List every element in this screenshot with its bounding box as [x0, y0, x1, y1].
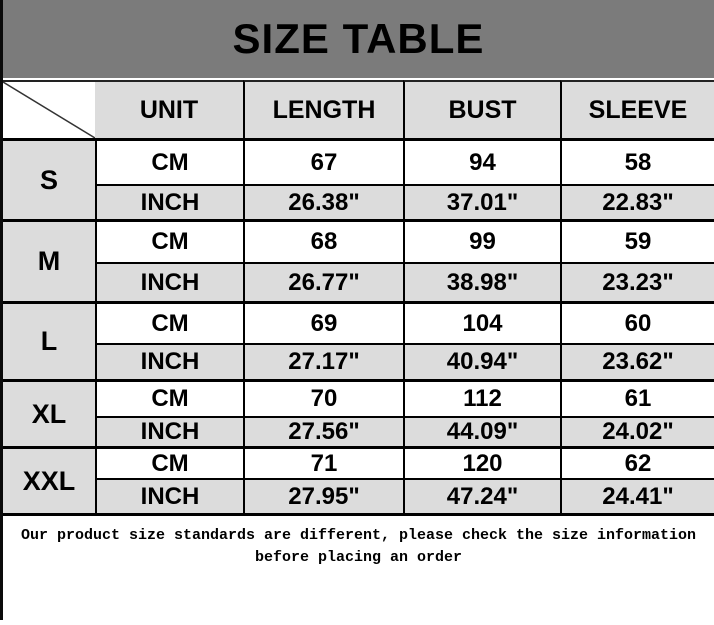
table-row: XXL CM 71 120 62 [3, 449, 714, 516]
table-row: INCH 27.56" 44.09" 24.02" [3, 418, 714, 449]
header-row: UNIT LENGTH BUST SLEEVE [3, 80, 714, 141]
size-label-l: L [3, 304, 95, 382]
footer-note: Our product size standards are different… [3, 516, 714, 569]
sleeve-value: 23.62" [560, 345, 714, 382]
length-value: 68 [243, 222, 403, 264]
title-bar: SIZE TABLE [3, 0, 714, 78]
bust-value: 47.24" [403, 480, 560, 516]
bust-value: 38.98" [403, 264, 560, 304]
corner-cell [3, 80, 95, 141]
left-border-line [0, 0, 3, 620]
bust-value: 40.94" [403, 345, 560, 382]
bust-value: 104 [403, 304, 560, 345]
unit-cell: INCH [95, 264, 243, 304]
unit-cell: CM [95, 449, 243, 480]
column-header-unit: UNIT [95, 80, 243, 141]
length-value: 26.77" [243, 264, 403, 304]
column-header-sleeve: SLEEVE [560, 80, 714, 141]
size-label-m: M [3, 222, 95, 304]
sleeve-value: 24.41" [560, 480, 714, 516]
corner-diagonal-line [3, 82, 95, 138]
bust-value: 37.01" [403, 186, 560, 222]
unit-cell: CM [95, 304, 243, 345]
bust-value: 120 [403, 449, 560, 480]
unit-cell: INCH [95, 345, 243, 382]
table-row: INCH 27.95" 47.24" 24.41" [3, 480, 714, 516]
size-label-xl: XL [3, 382, 95, 449]
footer-note-line1: Our product size standards are different… [20, 527, 697, 544]
table-row: L CM 69 104 60 [3, 304, 714, 382]
sleeve-value: 59 [560, 222, 714, 264]
sleeve-value: 61 [560, 382, 714, 418]
footer-note-line2: before placing an order [254, 549, 463, 566]
bust-value: 112 [403, 382, 560, 418]
unit-cell: INCH [95, 186, 243, 222]
sleeve-value: 60 [560, 304, 714, 345]
length-value: 69 [243, 304, 403, 345]
sleeve-value: 22.83" [560, 186, 714, 222]
sleeve-value: 62 [560, 449, 714, 480]
length-value: 27.17" [243, 345, 403, 382]
length-value: 70 [243, 382, 403, 418]
sleeve-value: 24.02" [560, 418, 714, 449]
unit-cell: CM [95, 222, 243, 264]
unit-cell: INCH [95, 480, 243, 516]
table-row: INCH 26.38" 37.01" 22.83" [3, 186, 714, 222]
sleeve-value: 58 [560, 141, 714, 186]
page-title: SIZE TABLE [232, 15, 485, 62]
length-value: 26.38" [243, 186, 403, 222]
unit-cell: INCH [95, 418, 243, 449]
column-header-bust: BUST [403, 80, 560, 141]
length-value: 27.56" [243, 418, 403, 449]
column-header-length: LENGTH [243, 80, 403, 141]
size-label-xxl: XXL [3, 449, 95, 516]
table-row: INCH 27.17" 40.94" 23.62" [3, 345, 714, 382]
length-value: 27.95" [243, 480, 403, 516]
bust-value: 94 [403, 141, 560, 186]
size-table: UNIT LENGTH BUST SLEEVE S CM 67 94 58 IN… [3, 80, 714, 516]
table-row: S CM 67 94 58 [3, 141, 714, 222]
unit-cell: CM [95, 382, 243, 418]
length-value: 67 [243, 141, 403, 186]
bust-value: 44.09" [403, 418, 560, 449]
sleeve-value: 23.23" [560, 264, 714, 304]
size-label-s: S [3, 141, 95, 222]
table-row: INCH 26.77" 38.98" 23.23" [3, 264, 714, 304]
length-value: 71 [243, 449, 403, 480]
table-row: M CM 68 99 59 [3, 222, 714, 304]
unit-cell: CM [95, 141, 243, 186]
table-row: XL CM 70 112 61 [3, 382, 714, 449]
bust-value: 99 [403, 222, 560, 264]
